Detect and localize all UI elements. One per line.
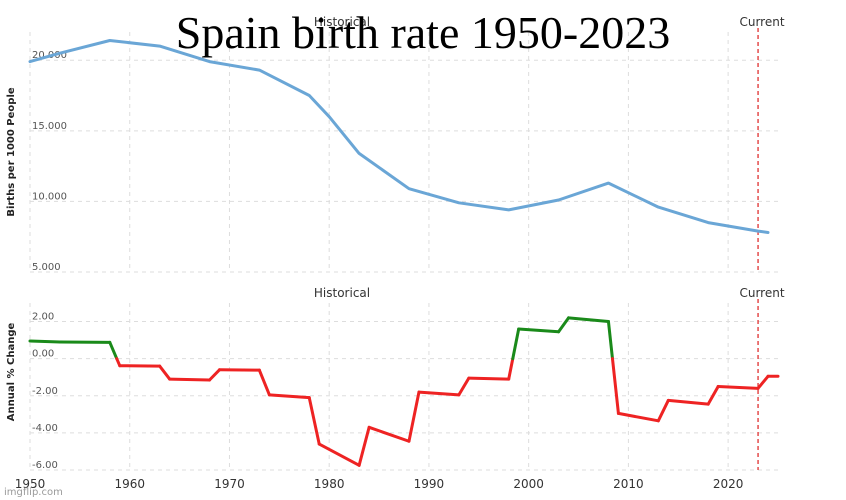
x-tick-label: 1990 [414,477,445,491]
change-segment [668,400,708,404]
change-segment [369,427,409,441]
imgflip-watermark: imgflip.com [4,487,63,498]
change-segment [559,318,569,332]
x-tick-label: 2020 [713,477,744,491]
change-segment [210,370,220,380]
change-segment [419,392,459,395]
y-axis-label: Births per 1000 People [6,87,17,217]
y-tick-label: 15.000 [32,121,67,132]
change-segment [160,366,170,379]
x-tick-label: 2010 [613,477,644,491]
change-segment [30,341,60,342]
chart-canvas: 5.00010.00015.00020.000Historical Current… [0,0,846,500]
change-segment [259,370,269,395]
change-segment [319,444,359,465]
y-axis-label: Annual % Change [6,323,17,422]
y-tick-label: -2.00 [32,386,58,397]
change-segment [618,413,658,420]
change-segment [509,359,513,379]
change-segment [519,329,559,332]
current-label: Current [739,286,784,300]
change-segment [269,395,309,398]
change-segment [608,322,612,359]
x-tick-label: 1960 [114,477,145,491]
change-segment [569,318,609,322]
x-tick-label: 2000 [513,477,544,491]
y-tick-label: 2.00 [32,312,54,323]
historical-label: Historical [314,286,370,300]
birth-rate-line [30,41,768,233]
y-tick-label: -4.00 [32,423,58,434]
y-tick-label: 0.00 [32,349,54,360]
change-segment [718,387,758,389]
chart-panel-2: -6.00 -4.00 -2.00 0.00 2.00 Historical Current… [6,286,785,491]
change-segment [469,378,509,379]
change-segment [513,329,519,359]
y-tick-label: 5.000 [32,262,61,273]
y-tick-label: 10.000 [32,191,67,202]
change-segment [658,400,668,420]
change-segment [708,387,718,405]
change-segment [758,376,768,388]
change-segment [409,392,419,441]
x-tick-label: 1980 [314,477,345,491]
change-segment [110,342,117,358]
x-tick-label: 1970 [214,477,245,491]
meme-title: Spain birth rate 1950-2023 [0,8,846,59]
change-segment [612,359,618,414]
y-tick-label: -6.00 [32,460,58,471]
change-segment [459,378,469,395]
change-segment [170,379,210,380]
change-segment [309,398,319,444]
